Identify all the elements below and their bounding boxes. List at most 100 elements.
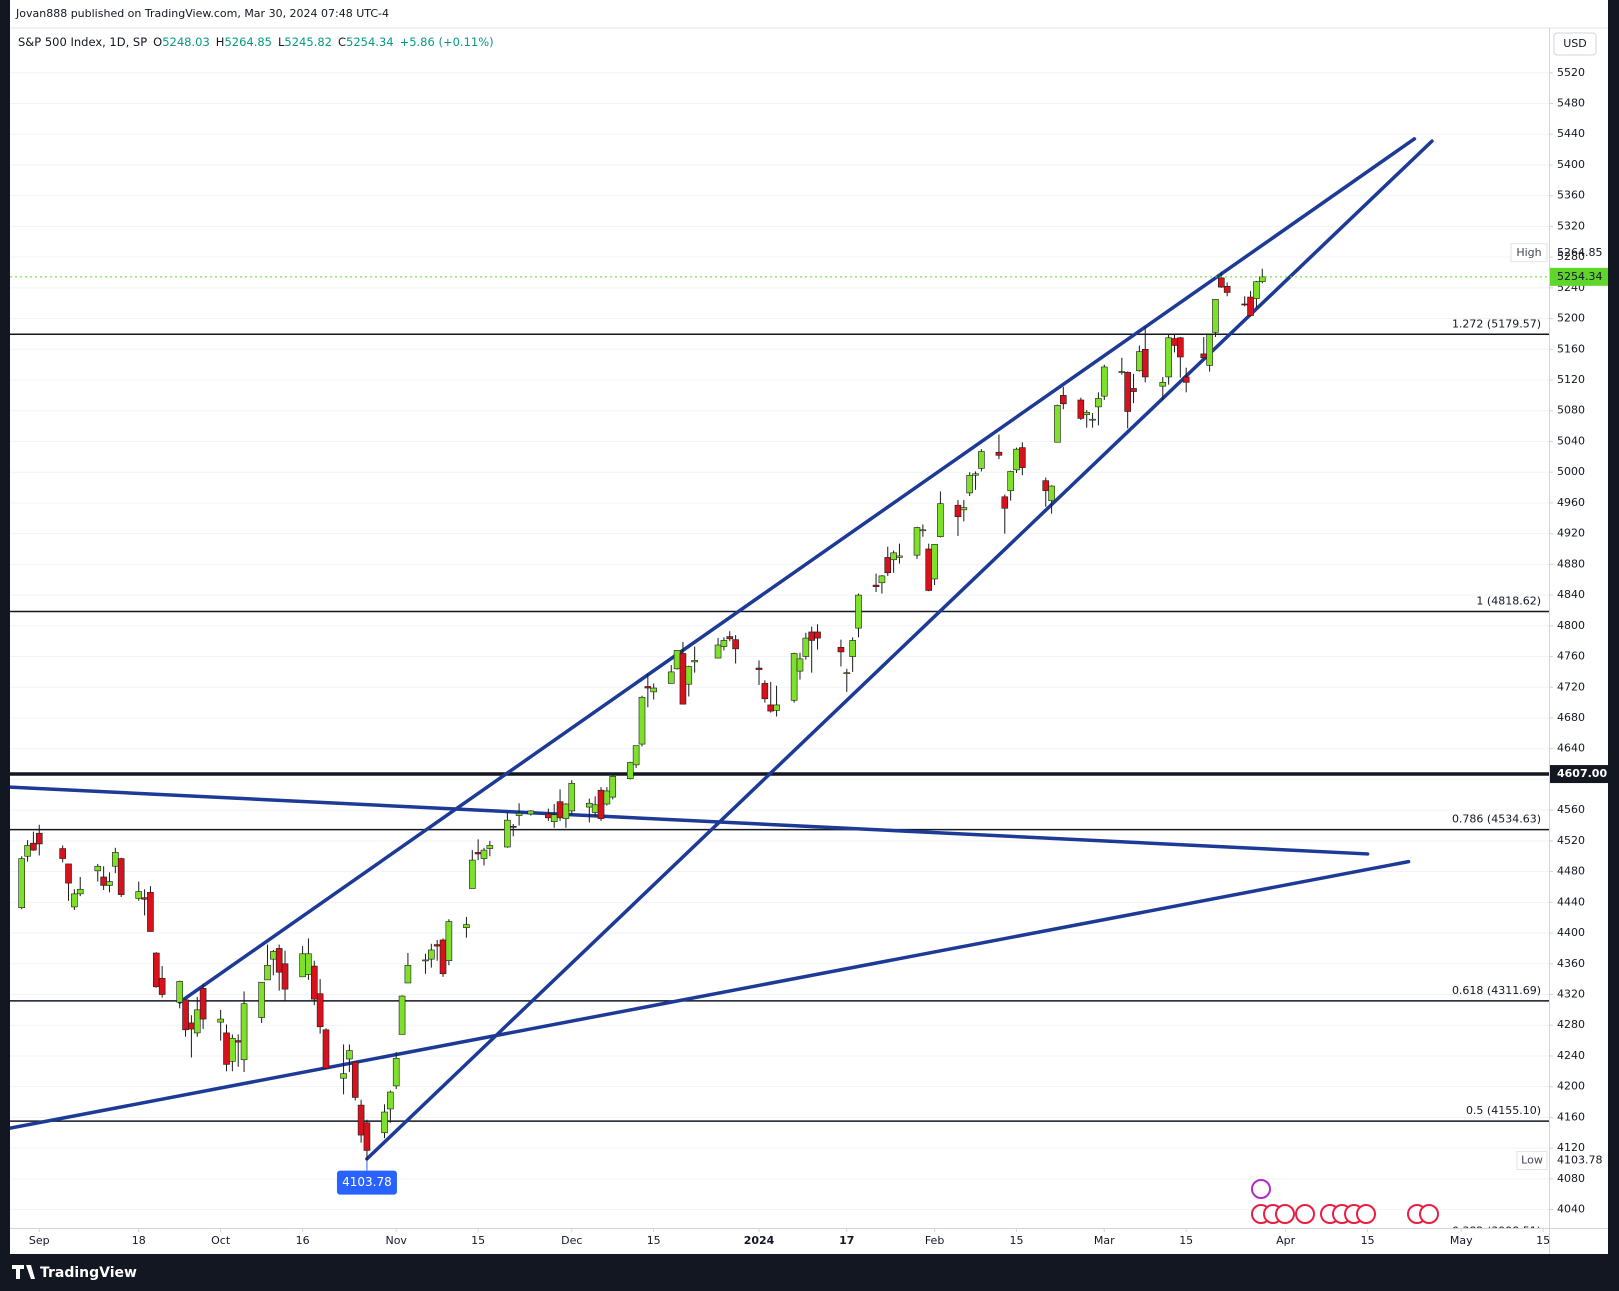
candle-body	[1001, 496, 1009, 509]
candle-body	[24, 845, 31, 857]
candle-body	[878, 575, 886, 584]
legend-value: 5254.34	[346, 35, 394, 49]
candle-body	[1118, 371, 1126, 373]
candle-body	[30, 842, 37, 851]
candle-body	[1241, 303, 1249, 306]
candle-body	[855, 594, 862, 629]
candle-body	[796, 658, 804, 672]
y-tick-label: 5040	[1557, 434, 1585, 447]
candle-body	[603, 790, 611, 805]
brand[interactable]: TradingView	[40, 1265, 137, 1281]
low-tag-box	[1516, 1151, 1548, 1171]
x-tick-label: Nov	[385, 1234, 407, 1247]
y-tick-label: 4640	[1557, 742, 1585, 755]
candle-body	[141, 897, 148, 900]
candle-body	[1159, 382, 1167, 387]
candle-body	[1136, 351, 1143, 372]
candle-body	[1141, 348, 1149, 378]
candle-body	[422, 959, 429, 962]
candle-body	[229, 1037, 236, 1062]
candle-body	[597, 789, 605, 819]
y-tick-label: 4480	[1557, 865, 1585, 878]
candle-body	[240, 1003, 248, 1061]
candle-body	[1095, 398, 1102, 408]
low-value: 4103.78	[1557, 1154, 1603, 1167]
candle-body	[802, 637, 810, 657]
event-icon	[1295, 1204, 1315, 1224]
candle-body	[445, 921, 453, 962]
event-icon	[1275, 1204, 1295, 1224]
candle-body	[1212, 299, 1219, 333]
candle-body	[1048, 485, 1055, 501]
currency-box	[1553, 32, 1597, 56]
legend-key: C	[338, 35, 346, 49]
candle-body	[972, 473, 979, 476]
y-tick-label: 4840	[1557, 588, 1585, 601]
candle-body	[486, 845, 494, 849]
candle-body	[527, 810, 535, 815]
candle-body	[1253, 281, 1260, 299]
candle-body	[1124, 372, 1131, 412]
trend-line	[177, 137, 1417, 1004]
y-tick-label: 4160	[1557, 1110, 1585, 1123]
candle-body	[182, 999, 189, 1031]
candle-body	[1054, 405, 1061, 443]
candle-body	[504, 819, 511, 848]
footer	[0, 1254, 1619, 1291]
candle-body	[1089, 418, 1096, 421]
candle-body	[890, 552, 897, 561]
candle-body	[884, 557, 892, 574]
candle-body	[428, 949, 435, 960]
candle-body	[626, 762, 634, 779]
candle-body	[550, 814, 558, 822]
candle-body	[65, 863, 72, 884]
candle-body	[673, 650, 681, 670]
candle-body	[1060, 395, 1067, 405]
y-tick-label: 4800	[1557, 619, 1585, 632]
candle-body	[404, 965, 412, 984]
trend-line	[365, 139, 1434, 1161]
y-tick-label: 5280	[1557, 250, 1585, 263]
y-tick-label: 4040	[1557, 1203, 1585, 1216]
candle-body	[1206, 334, 1213, 366]
candle-body	[135, 891, 143, 899]
y-tick-label: 5520	[1557, 66, 1585, 79]
candle-body	[1083, 411, 1091, 415]
candle-body	[322, 1029, 330, 1069]
y-tick-label: 4320	[1557, 987, 1585, 1000]
candle-body	[363, 1122, 371, 1151]
candle-body	[1258, 276, 1266, 282]
high-tag-box	[1510, 243, 1548, 263]
y-tick-label: 4760	[1557, 650, 1585, 663]
event-icon	[1251, 1179, 1271, 1199]
x-tick-label: 2024	[744, 1234, 775, 1247]
last-price-label: 5254.34	[1557, 270, 1603, 283]
x-tick-label: 17	[839, 1234, 854, 1247]
candle-body	[1177, 337, 1184, 358]
legend-value: 5245.82	[284, 35, 332, 49]
y-tick-label: 5080	[1557, 404, 1585, 417]
high-tag: High	[1516, 246, 1541, 259]
candle-body	[59, 848, 66, 859]
candle-body	[463, 924, 470, 928]
candle-body	[112, 852, 119, 867]
candle-body	[755, 667, 763, 670]
level-label: 1.272 (5179.57)	[1452, 317, 1541, 330]
trend-line	[10, 859, 1411, 1130]
candle-body	[316, 993, 324, 1028]
candle-body	[966, 474, 973, 494]
event-icon	[1356, 1204, 1376, 1224]
candle-body	[1042, 480, 1050, 491]
candle-body	[270, 951, 277, 960]
candle-body	[193, 1009, 201, 1034]
x-tick-label: 15	[647, 1234, 661, 1247]
candle-body	[392, 1057, 400, 1087]
x-tick-label: 15	[1536, 1234, 1550, 1247]
candle-body	[117, 858, 125, 895]
candle-body	[632, 745, 640, 766]
candle-body	[790, 653, 798, 701]
candle-body	[18, 858, 26, 909]
candle-body	[1171, 338, 1178, 346]
x-tick-label: 16	[296, 1234, 310, 1247]
candle-body	[381, 1111, 388, 1134]
